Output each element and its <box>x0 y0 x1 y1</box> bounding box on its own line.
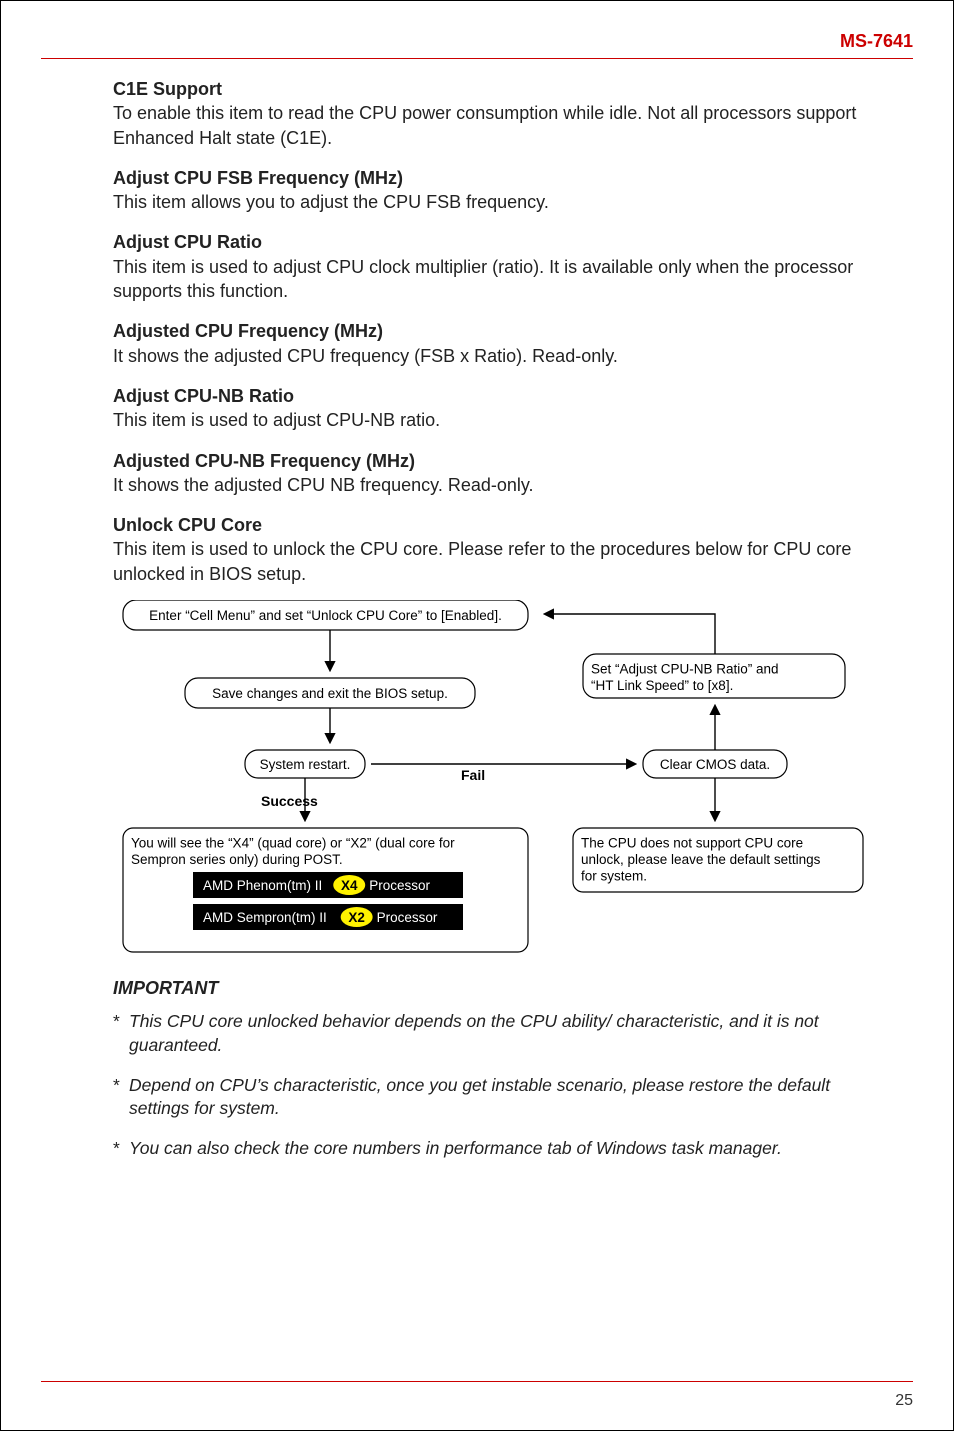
note-item: * You can also check the core numbers in… <box>113 1137 873 1161</box>
section-title: Adjust CPU FSB Frequency (MHz) <box>113 166 873 190</box>
svg-text:X4: X4 <box>341 878 358 893</box>
section-body: To enable this item to read the CPU powe… <box>113 101 873 150</box>
section-title: Adjusted CPU Frequency (MHz) <box>113 319 873 343</box>
note-bullet: * <box>113 1010 129 1057</box>
note-bullet: * <box>113 1137 129 1161</box>
notes-list: * This CPU core unlocked behavior depend… <box>113 1010 873 1160</box>
divider-bottom <box>41 1381 913 1382</box>
svg-text:AMD Sempron(tm) II: AMD Sempron(tm) II <box>203 910 327 925</box>
section-title: C1E Support <box>113 77 873 101</box>
note-bullet: * <box>113 1074 129 1121</box>
section-body: This item is used to adjust CPU clock mu… <box>113 255 873 304</box>
content: C1E Support To enable this item to read … <box>113 77 873 1160</box>
note-item: * This CPU core unlocked behavior depend… <box>113 1010 873 1057</box>
note-text: Depend on CPU’s characteristic, once you… <box>129 1074 873 1121</box>
model-header: MS-7641 <box>41 31 913 52</box>
svg-text:The CPU does not support CPU c: The CPU does not support CPU core <box>581 836 803 851</box>
section-title: Adjust CPU Ratio <box>113 230 873 254</box>
divider-bottom-wrap <box>41 1381 913 1382</box>
note-text: This CPU core unlocked behavior depends … <box>129 1010 873 1057</box>
svg-text:AMD Phenom(tm) II: AMD Phenom(tm) II <box>203 878 322 893</box>
svg-text:for system.: for system. <box>581 869 647 884</box>
svg-text:System restart.: System restart. <box>260 757 351 772</box>
flowchart: Enter “Cell Menu” and set “Unlock CPU Co… <box>113 600 873 960</box>
svg-text:X2: X2 <box>348 910 365 925</box>
section-title: Unlock CPU Core <box>113 513 873 537</box>
section-body: This item is used to adjust CPU-NB ratio… <box>113 408 873 432</box>
section-body: This item allows you to adjust the CPU F… <box>113 190 873 214</box>
section-body: It shows the adjusted CPU frequency (FSB… <box>113 344 873 368</box>
svg-text:unlock, please leave the defau: unlock, please leave the default setting… <box>581 852 821 867</box>
page-number: 25 <box>895 1392 913 1410</box>
svg-text:Processor: Processor <box>369 878 430 893</box>
svg-text:Set “Adjust CPU-NB Ratio” and: Set “Adjust CPU-NB Ratio” and <box>591 662 779 677</box>
flowchart-svg: Enter “Cell Menu” and set “Unlock CPU Co… <box>113 600 873 960</box>
section-body: It shows the adjusted CPU NB frequency. … <box>113 473 873 497</box>
svg-text:“HT Link Speed” to [x8].: “HT Link Speed” to [x8]. <box>591 678 733 693</box>
svg-text:Save changes and exit the BIOS: Save changes and exit the BIOS setup. <box>212 686 448 701</box>
divider-top <box>41 58 913 59</box>
svg-text:Success: Success <box>261 793 318 809</box>
svg-text:Clear CMOS data.: Clear CMOS data. <box>660 757 770 772</box>
note-item: * Depend on CPU’s characteristic, once y… <box>113 1074 873 1121</box>
page: MS-7641 C1E Support To enable this item … <box>0 0 954 1431</box>
svg-text:Sempron series only) during PO: Sempron series only) during POST. <box>131 852 343 867</box>
section-body: This item is used to unlock the CPU core… <box>113 537 873 586</box>
section-title: Adjusted CPU-NB Frequency (MHz) <box>113 449 873 473</box>
svg-text:Fail: Fail <box>461 767 485 783</box>
svg-text:Enter “Cell Menu” and set “Unl: Enter “Cell Menu” and set “Unlock CPU Co… <box>149 608 502 623</box>
svg-text:You will see the “X4” (quad co: You will see the “X4” (quad core) or “X2… <box>131 836 455 851</box>
important-heading: IMPORTANT <box>113 976 873 1000</box>
section-title: Adjust CPU-NB Ratio <box>113 384 873 408</box>
note-text: You can also check the core numbers in p… <box>129 1137 873 1161</box>
svg-text:Processor: Processor <box>377 910 438 925</box>
